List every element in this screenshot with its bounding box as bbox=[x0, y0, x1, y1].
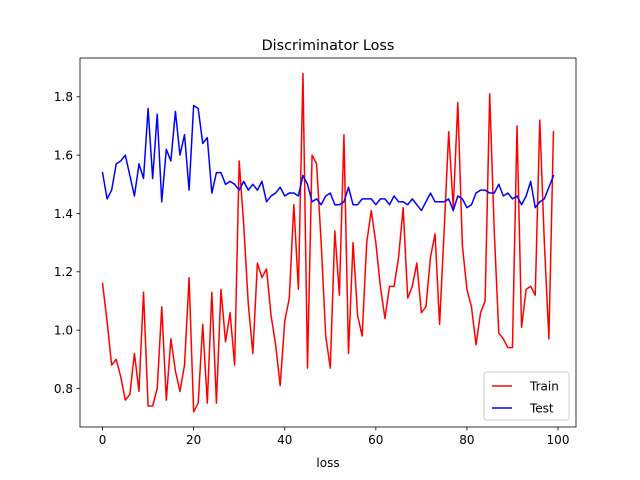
y-tick-label: 1.4 bbox=[54, 207, 73, 221]
y-tick-label: 1.2 bbox=[54, 265, 73, 279]
plot-frame bbox=[79, 57, 577, 428]
x-tick-label: 20 bbox=[186, 433, 201, 447]
series-line-train bbox=[101, 72, 555, 413]
axes-layer: 0 20 40 60 80 100 0.8 1.0 1.2 1.4 1.6 1.8 bbox=[54, 57, 577, 447]
legend-label-train: Train bbox=[529, 379, 559, 393]
x-tick-label: 100 bbox=[547, 433, 570, 447]
legend: Train Test bbox=[483, 371, 570, 421]
legend-label-test: Test bbox=[529, 401, 554, 415]
y-tick-label: 1.0 bbox=[54, 323, 73, 337]
series-line-test bbox=[101, 104, 555, 212]
x-axis-label: loss bbox=[316, 456, 339, 470]
y-tick-label: 1.8 bbox=[54, 90, 73, 104]
x-tick-label: 0 bbox=[99, 433, 107, 447]
x-tick-label: 40 bbox=[277, 433, 292, 447]
x-tick-label: 60 bbox=[368, 433, 383, 447]
y-tick-label: 1.6 bbox=[54, 148, 73, 162]
y-tick-label: 0.8 bbox=[54, 382, 73, 396]
x-tick-label: 80 bbox=[459, 433, 474, 447]
series-layer bbox=[101, 72, 555, 413]
chart-title: Discriminator Loss bbox=[262, 38, 395, 54]
